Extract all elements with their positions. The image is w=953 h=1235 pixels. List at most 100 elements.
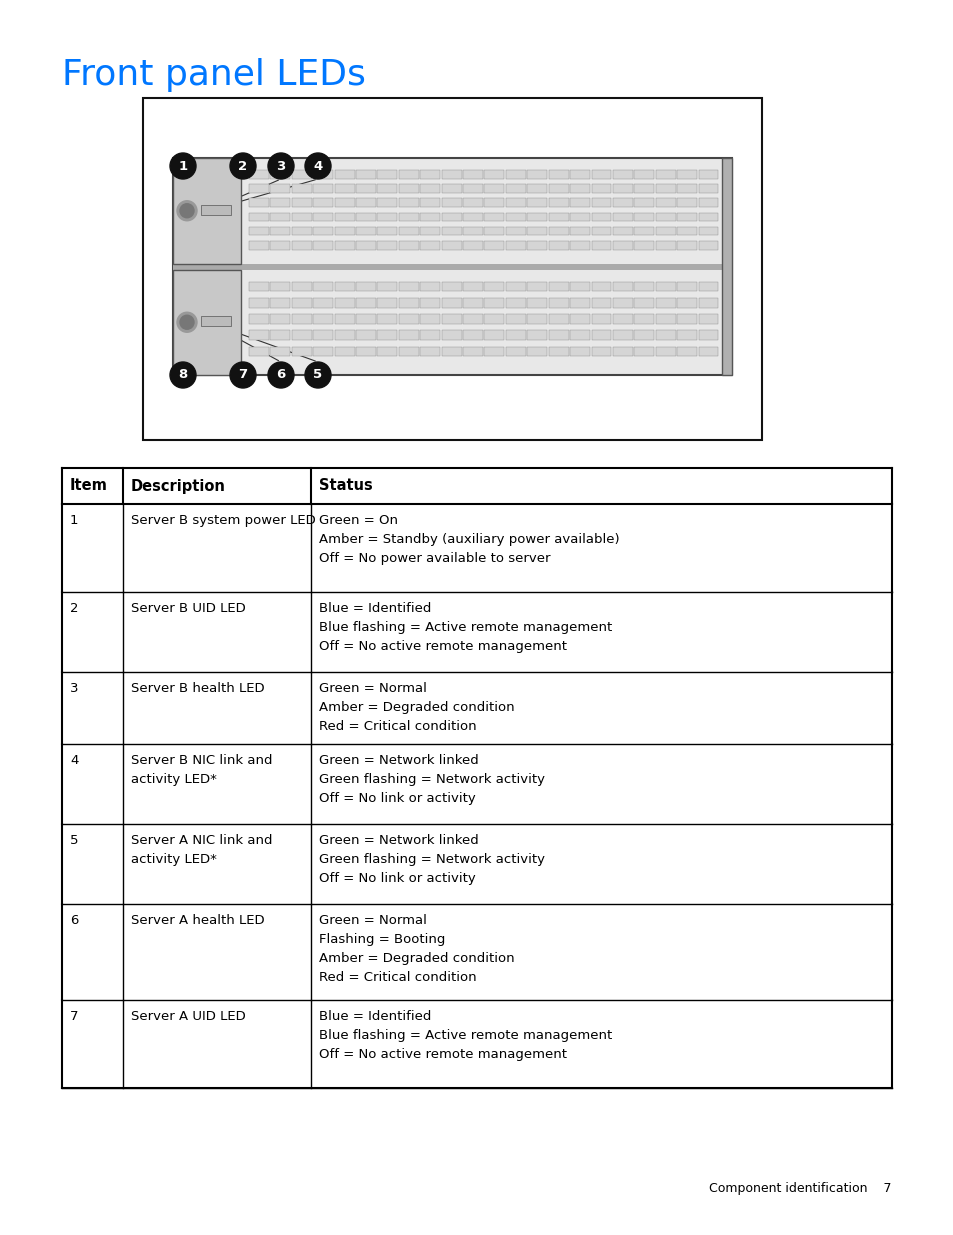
Bar — [655, 241, 675, 249]
Bar — [441, 170, 461, 179]
Bar — [591, 199, 611, 207]
Bar — [377, 170, 397, 179]
Bar — [292, 314, 312, 324]
Text: Amber = Standby (auxiliary power available): Amber = Standby (auxiliary power availab… — [318, 534, 619, 546]
Bar — [591, 241, 611, 249]
Bar — [377, 282, 397, 291]
Bar — [441, 227, 461, 236]
Bar — [270, 184, 290, 193]
Text: Description: Description — [131, 478, 225, 494]
Bar — [613, 298, 632, 308]
Bar — [313, 184, 333, 193]
Bar — [249, 298, 269, 308]
Bar — [377, 199, 397, 207]
Bar — [462, 170, 482, 179]
Bar — [270, 330, 290, 340]
Circle shape — [268, 362, 294, 388]
Text: Server A NIC link and: Server A NIC link and — [131, 834, 272, 847]
Text: Status: Status — [318, 478, 373, 494]
Bar — [527, 199, 547, 207]
Bar — [505, 184, 525, 193]
Bar — [677, 184, 697, 193]
Bar — [249, 347, 269, 357]
Text: Red = Critical condition: Red = Critical condition — [318, 971, 476, 984]
Bar — [172, 158, 731, 375]
Bar — [355, 212, 375, 221]
Bar — [398, 314, 418, 324]
Bar — [313, 282, 333, 291]
Bar — [292, 184, 312, 193]
Bar — [335, 199, 355, 207]
Bar — [249, 282, 269, 291]
Bar — [270, 241, 290, 249]
Bar — [677, 227, 697, 236]
Bar — [355, 330, 375, 340]
Text: 7: 7 — [238, 368, 247, 382]
Bar — [398, 282, 418, 291]
Bar — [548, 282, 568, 291]
Text: Server B UID LED: Server B UID LED — [131, 601, 245, 615]
Bar — [677, 330, 697, 340]
Bar — [484, 330, 504, 340]
Bar — [270, 314, 290, 324]
Bar — [270, 170, 290, 179]
Text: 2: 2 — [238, 159, 247, 173]
Bar — [462, 212, 482, 221]
Text: 1: 1 — [178, 159, 188, 173]
Text: Server A UID LED: Server A UID LED — [131, 1010, 245, 1023]
Bar — [398, 212, 418, 221]
Bar — [249, 330, 269, 340]
Bar — [462, 314, 482, 324]
Text: Server B system power LED: Server B system power LED — [131, 514, 315, 527]
Bar — [527, 314, 547, 324]
Text: Green = Network linked: Green = Network linked — [318, 834, 478, 847]
Text: activity LED*: activity LED* — [131, 773, 216, 785]
Bar — [249, 199, 269, 207]
Bar — [398, 347, 418, 357]
Circle shape — [170, 362, 195, 388]
Bar — [398, 298, 418, 308]
Text: Flashing = Booting: Flashing = Booting — [318, 932, 445, 946]
Bar — [270, 298, 290, 308]
Bar — [677, 314, 697, 324]
Bar — [462, 282, 482, 291]
Bar — [172, 263, 731, 269]
Bar — [613, 170, 632, 179]
Bar — [505, 298, 525, 308]
Bar — [335, 298, 355, 308]
Bar — [420, 184, 439, 193]
Bar — [355, 314, 375, 324]
Bar — [313, 199, 333, 207]
Bar — [655, 330, 675, 340]
Bar — [462, 330, 482, 340]
Bar — [462, 347, 482, 357]
Bar — [420, 298, 439, 308]
Circle shape — [230, 153, 255, 179]
Bar — [591, 184, 611, 193]
Bar — [655, 170, 675, 179]
Bar — [613, 199, 632, 207]
Bar — [441, 314, 461, 324]
Text: Amber = Degraded condition: Amber = Degraded condition — [318, 701, 514, 714]
Bar — [441, 347, 461, 357]
Bar — [420, 199, 439, 207]
Bar — [462, 184, 482, 193]
Bar — [420, 314, 439, 324]
Bar — [570, 199, 589, 207]
Circle shape — [177, 201, 196, 221]
Bar — [398, 170, 418, 179]
Bar — [591, 298, 611, 308]
Text: Component identification    7: Component identification 7 — [709, 1182, 891, 1195]
Circle shape — [305, 153, 331, 179]
Bar — [462, 227, 482, 236]
Bar — [698, 227, 718, 236]
Text: Off = No link or activity: Off = No link or activity — [318, 792, 476, 805]
Bar — [420, 282, 439, 291]
Bar — [505, 227, 525, 236]
Bar — [613, 330, 632, 340]
Bar — [677, 282, 697, 291]
Text: Green = Normal: Green = Normal — [318, 914, 426, 927]
Bar — [313, 170, 333, 179]
Bar — [441, 282, 461, 291]
Bar — [570, 227, 589, 236]
